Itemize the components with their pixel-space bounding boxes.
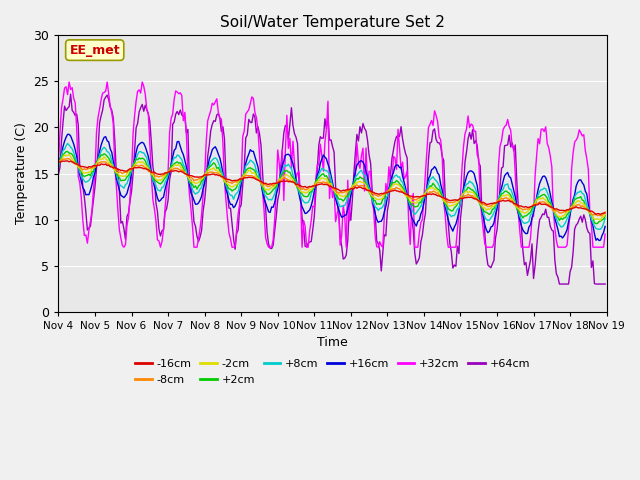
Title: Soil/Water Temperature Set 2: Soil/Water Temperature Set 2 — [220, 15, 445, 30]
Legend: -16cm, -8cm, -2cm, +2cm, +8cm, +16cm, +32cm, +64cm: -16cm, -8cm, -2cm, +2cm, +8cm, +16cm, +3… — [131, 355, 534, 389]
X-axis label: Time: Time — [317, 336, 348, 349]
Y-axis label: Temperature (C): Temperature (C) — [15, 122, 28, 225]
Text: EE_met: EE_met — [69, 44, 120, 57]
